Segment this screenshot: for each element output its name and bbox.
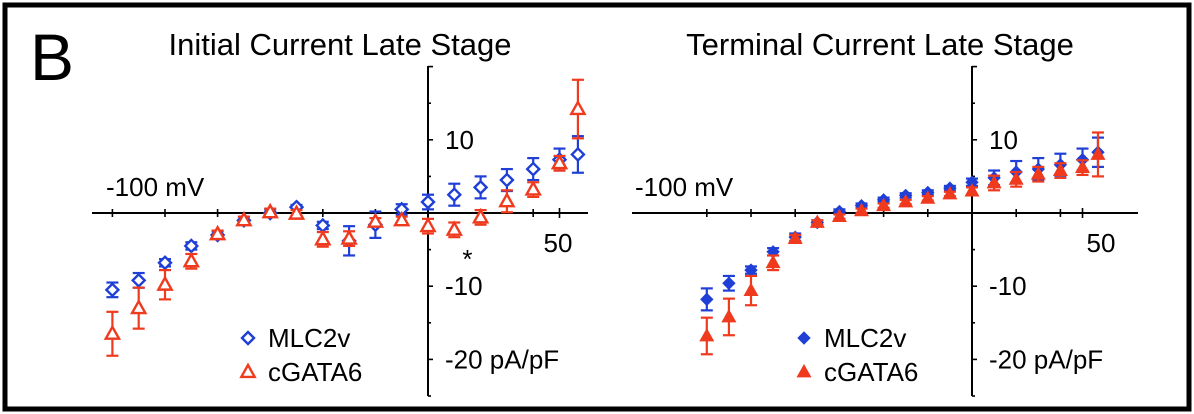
data-point [420, 194, 436, 210]
x-unit-label: -100 mV [106, 172, 205, 202]
y-tick-label: 10 [989, 125, 1018, 155]
data-point [1052, 162, 1068, 176]
legend-marker [797, 331, 811, 345]
data-point [569, 99, 587, 116]
y-tick-label: -20 pA/pF [445, 344, 559, 374]
data-point [722, 276, 736, 290]
data-point [314, 229, 332, 246]
data-point [472, 179, 489, 196]
significance-annotation: * [462, 244, 472, 274]
data-point [156, 275, 174, 291]
data-point [1074, 159, 1091, 174]
y-tick-label: -10 [445, 271, 483, 301]
y-tick-label: -20 pA/pF [989, 344, 1103, 374]
data-point [876, 197, 892, 212]
legend-label: cGATA6 [268, 357, 362, 387]
data-point [942, 185, 958, 200]
data-point [393, 210, 411, 227]
data-point [920, 190, 936, 204]
data-point [1090, 146, 1106, 160]
data-point [1008, 171, 1024, 185]
panel-label: B [30, 20, 74, 94]
data-point [419, 216, 437, 233]
data-point [721, 308, 737, 323]
series-cGATA6 [103, 78, 587, 357]
data-point [131, 272, 147, 289]
chart-title: Initial Current Late Stage [169, 27, 512, 62]
data-point [499, 172, 515, 188]
data-point [498, 191, 516, 208]
data-point [340, 229, 358, 245]
data-point [570, 146, 586, 163]
data-point [446, 187, 462, 203]
data-point [699, 327, 715, 342]
data-point [700, 292, 714, 307]
panel-terminal-current: Terminal Current Late Stage -100 mV 50 10 -… [632, 27, 1138, 397]
data-point [445, 220, 463, 236]
data-point [525, 161, 541, 177]
series-cGATA6 [699, 131, 1106, 356]
legend-marker [240, 330, 256, 346]
legend-label: cGATA6 [824, 357, 918, 387]
data-point [103, 324, 122, 340]
data-point [208, 224, 227, 241]
data-point [366, 212, 385, 228]
data-point [524, 180, 542, 196]
legend-marker [796, 363, 812, 378]
data-point [787, 230, 803, 245]
data-point [471, 207, 490, 224]
legend-label: MLC2v [268, 323, 350, 353]
data-point [104, 282, 121, 298]
data-point [853, 202, 870, 217]
panel-initial-current: Initial Current Late Stage -100 mV 50 10 -1… [92, 27, 588, 397]
data-point [1030, 166, 1046, 180]
x-unit-label: -100 mV [635, 172, 734, 202]
x-tick-label: 50 [544, 228, 573, 258]
data-point [157, 255, 173, 271]
data-point [182, 251, 200, 268]
y-tick-label: -10 [989, 271, 1027, 301]
data-point [550, 153, 569, 170]
x-tick-label: 50 [1087, 228, 1116, 258]
data-point [964, 183, 980, 197]
data-point [898, 193, 914, 208]
data-point [235, 210, 253, 227]
legend-label: MLC2v [824, 323, 906, 353]
y-tick-label: 10 [445, 125, 474, 155]
legend-marker [239, 362, 257, 379]
data-point [130, 298, 148, 315]
data-point [287, 204, 306, 220]
data-point [986, 174, 1002, 189]
data-point [743, 282, 759, 296]
data-point [809, 214, 825, 228]
data-point [831, 208, 847, 223]
data-point [765, 254, 781, 269]
data-point [261, 202, 279, 219]
chart-title: Terminal Current Late Stage [686, 27, 1074, 62]
